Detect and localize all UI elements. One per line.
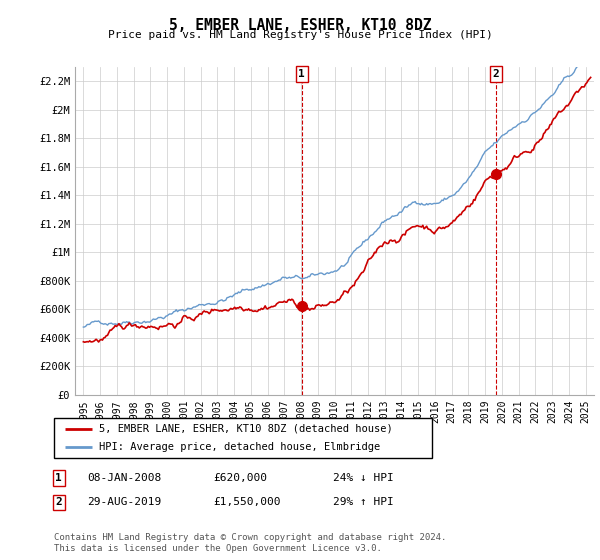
Text: 5, EMBER LANE, ESHER, KT10 8DZ (detached house): 5, EMBER LANE, ESHER, KT10 8DZ (detached…	[100, 424, 393, 433]
Text: 29-AUG-2019: 29-AUG-2019	[87, 497, 161, 507]
Text: 5, EMBER LANE, ESHER, KT10 8DZ: 5, EMBER LANE, ESHER, KT10 8DZ	[169, 18, 431, 33]
Text: Contains HM Land Registry data © Crown copyright and database right 2024.
This d: Contains HM Land Registry data © Crown c…	[54, 533, 446, 553]
Text: 2: 2	[493, 69, 500, 79]
Text: 1: 1	[55, 473, 62, 483]
Text: HPI: Average price, detached house, Elmbridge: HPI: Average price, detached house, Elmb…	[100, 442, 380, 452]
Text: 29% ↑ HPI: 29% ↑ HPI	[333, 497, 394, 507]
FancyBboxPatch shape	[54, 418, 432, 458]
Text: £620,000: £620,000	[213, 473, 267, 483]
Text: 24% ↓ HPI: 24% ↓ HPI	[333, 473, 394, 483]
Text: 1: 1	[298, 69, 305, 79]
Text: Price paid vs. HM Land Registry's House Price Index (HPI): Price paid vs. HM Land Registry's House …	[107, 30, 493, 40]
Text: £1,550,000: £1,550,000	[213, 497, 281, 507]
Text: 2: 2	[55, 497, 62, 507]
Text: 08-JAN-2008: 08-JAN-2008	[87, 473, 161, 483]
